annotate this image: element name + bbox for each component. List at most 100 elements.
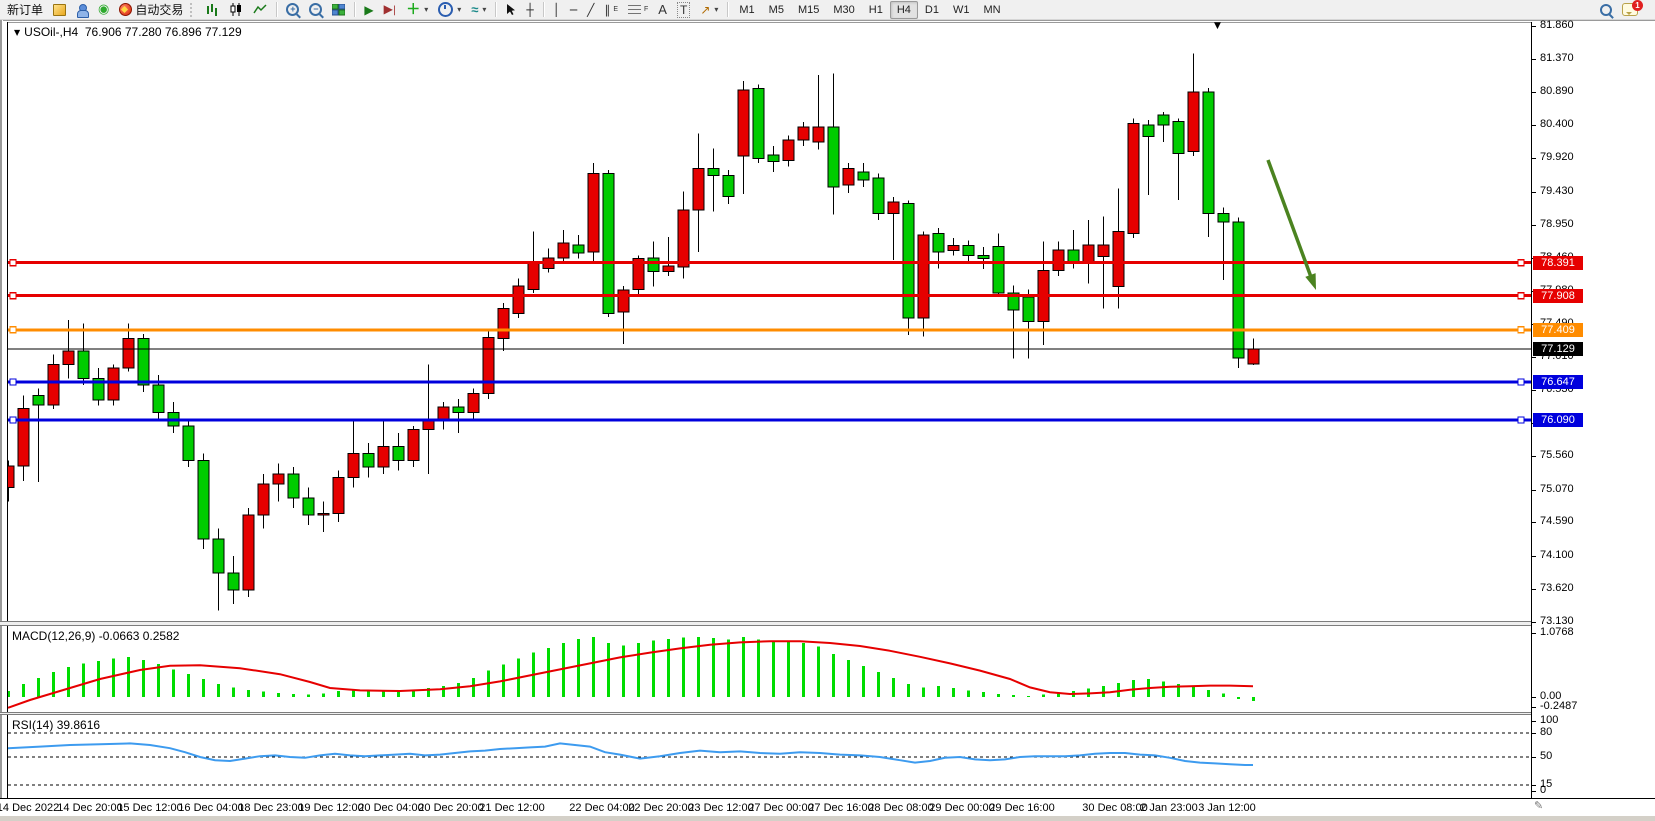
candle-body — [1007, 292, 1020, 311]
auto-trading-label: 自动交易 — [135, 3, 184, 17]
text-tool-button[interactable]: A — [653, 0, 672, 20]
arrows-tool-button[interactable]: ↗ ▾ — [695, 0, 723, 20]
auto-scroll-button[interactable]: ▶ — [359, 0, 378, 20]
hline-anchor[interactable] — [1517, 259, 1525, 267]
candle — [347, 419, 360, 488]
candlestick-chart-icon — [230, 3, 242, 16]
templates-button[interactable]: ≈ ▾ — [466, 0, 491, 20]
quick-navigation-icon[interactable]: ✎ — [1534, 799, 1544, 812]
fibonacci-button[interactable]: F — [623, 0, 653, 20]
market-watch-button[interactable] — [48, 0, 71, 20]
candle-body — [1232, 221, 1245, 359]
timeframe-button-h1[interactable]: H1 — [868, 3, 883, 16]
candle — [317, 501, 330, 533]
hline-anchor[interactable] — [1517, 292, 1525, 300]
crosshair-button[interactable]: ┼ — [521, 0, 538, 20]
macd-histogram-bar — [382, 691, 385, 697]
periods-button[interactable]: ▾ — [433, 0, 466, 20]
hline-anchor[interactable] — [1517, 378, 1525, 386]
chart-shift-button[interactable]: ▶| — [379, 0, 402, 20]
axis-tick — [1532, 91, 1536, 93]
text-label-button[interactable]: T — [672, 0, 695, 20]
macd-histogram-bar — [652, 640, 655, 697]
candle-body — [347, 452, 360, 478]
timeframe-button-d1[interactable]: D1 — [924, 3, 939, 16]
macd-histogram-bar — [112, 658, 115, 697]
price-axis[interactable]: 81.860 81.370 80.890 80.400 79.920 79.430 78.9… — [1531, 19, 1655, 798]
cursor-button[interactable] — [500, 0, 521, 20]
candle-body — [692, 168, 705, 211]
candle-body — [92, 377, 105, 401]
candle — [8, 460, 15, 502]
chart-shift-marker[interactable]: ▼ — [1214, 21, 1221, 31]
bar-chart-button[interactable] — [200, 0, 224, 20]
macd-histogram-bar — [427, 688, 430, 697]
macd-histogram-bar — [337, 691, 340, 697]
hline-anchor[interactable] — [9, 378, 17, 386]
pane-resize-separator[interactable] — [0, 621, 1655, 626]
indicators-button[interactable]: ＋ ▾ — [401, 0, 433, 20]
main-chart[interactable] — [8, 22, 1531, 623]
vertical-line-button[interactable]: │ — [548, 0, 565, 20]
candle-body — [857, 171, 870, 181]
horizontal-line-button[interactable]: ─ — [565, 0, 582, 20]
down-arrow-annotation[interactable] — [1266, 159, 1316, 290]
candle — [212, 528, 225, 611]
macd-histogram-bar — [22, 683, 25, 697]
auto-trading-button[interactable]: 自动交易 — [114, 0, 188, 20]
price-tick-label: 80.890 — [1540, 84, 1574, 97]
timeframe-button-m5[interactable]: M5 — [768, 3, 784, 16]
trendline-button[interactable]: ╱ — [582, 0, 599, 20]
candle-body — [917, 234, 930, 319]
hline-anchor[interactable] — [9, 416, 17, 424]
signals-icon: ◉ — [98, 2, 110, 17]
candle-body — [497, 308, 510, 340]
candle-body — [212, 538, 225, 574]
hline-anchor[interactable] — [1517, 416, 1525, 424]
time-axis[interactable]: 14 Dec 2022 14 Dec 20:00 15 Dec 12:00 16 De… — [0, 798, 1655, 816]
zoom-out-button[interactable]: − — [304, 0, 327, 20]
search-button[interactable] — [1595, 0, 1617, 20]
rsi-pane[interactable] — [8, 715, 1531, 798]
pane-resize-separator[interactable] — [0, 712, 1655, 715]
timeframe-button-m30[interactable]: M30 — [833, 3, 855, 16]
chart-title-dropdown-icon[interactable]: ▼ — [14, 28, 21, 37]
community-button[interactable] — [71, 0, 93, 20]
macd-histogram-bar — [697, 637, 700, 697]
macd-histogram-bar — [322, 693, 325, 697]
candle-body — [62, 350, 75, 366]
line-chart-button[interactable] — [248, 0, 272, 20]
zoom-in-button[interactable]: + — [281, 0, 304, 20]
hline-anchor[interactable] — [9, 259, 17, 267]
macd-histogram-bar — [667, 638, 670, 697]
new-order-button[interactable]: 新订单 — [2, 0, 48, 20]
hline-anchor[interactable] — [1517, 326, 1525, 334]
notifications-button[interactable]: 1 — [1617, 0, 1643, 20]
timeframe-button-w1[interactable]: W1 — [952, 3, 970, 16]
candle-body — [332, 476, 345, 515]
timeframe-button-m15[interactable]: M15 — [797, 3, 820, 16]
chart-title[interactable]: ▼ USOil-,H4 76.906 77.280 76.896 77.129 — [14, 25, 242, 39]
candle-body — [932, 232, 945, 253]
timeframe-button-m1[interactable]: M1 — [739, 3, 755, 16]
hline-anchor[interactable] — [9, 292, 17, 300]
macd-histogram-bar — [1042, 694, 1045, 697]
macd-tick-label: -0.2487 — [1540, 700, 1578, 712]
candle-body — [317, 513, 330, 516]
hline-anchor[interactable] — [9, 326, 17, 334]
macd-pane[interactable] — [8, 626, 1531, 712]
axis-tick — [1532, 791, 1536, 792]
candle — [722, 169, 735, 205]
candle — [287, 467, 300, 509]
macd-histogram-bar — [1057, 692, 1060, 697]
timeframe-button-mn[interactable]: MN — [983, 3, 1001, 16]
candle-body — [512, 285, 525, 314]
tile-windows-button[interactable] — [327, 0, 350, 20]
candlestick-chart-button[interactable] — [224, 0, 248, 20]
timeframe-button-h4[interactable]: H4 — [889, 0, 918, 19]
signals-button[interactable]: ◉ — [93, 0, 114, 20]
auto-scroll-icon: ▶ — [364, 2, 374, 17]
channel-button[interactable]: ∥ E — [599, 0, 623, 20]
candle — [1022, 289, 1035, 359]
macd-histogram-bar — [997, 694, 1000, 697]
